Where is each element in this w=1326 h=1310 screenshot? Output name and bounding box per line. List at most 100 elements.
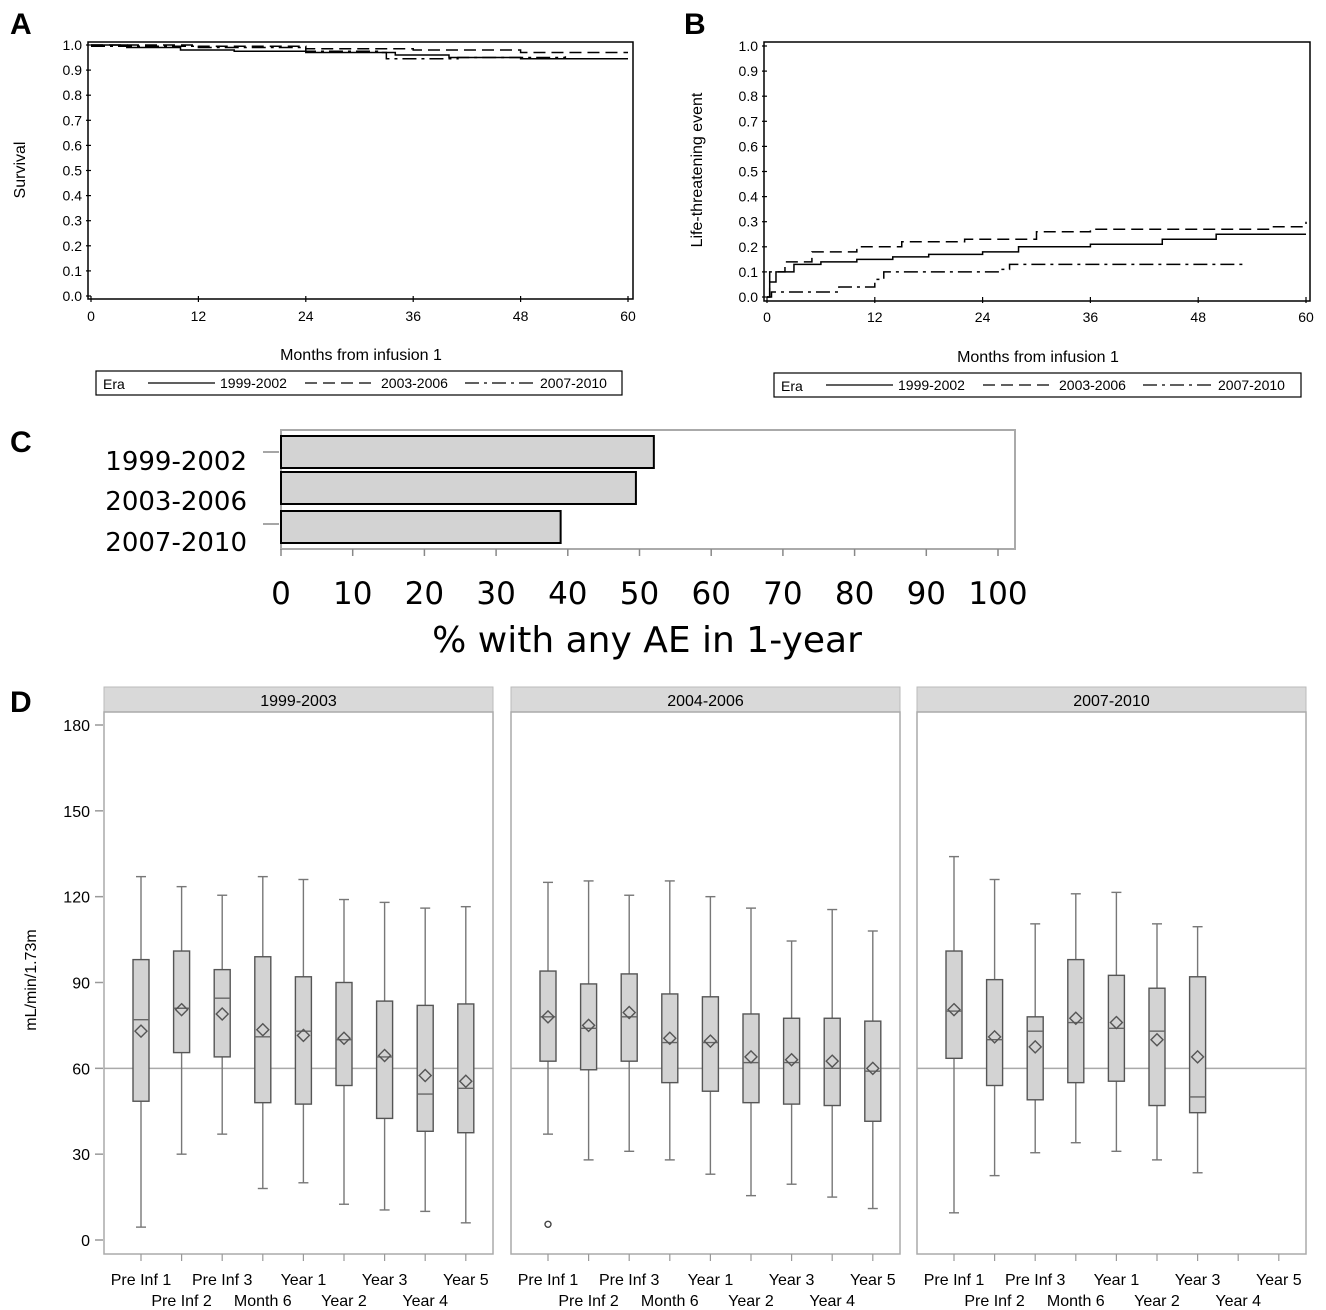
panel-d-box bbox=[742, 1013, 760, 1104]
panel-d-facet-strip bbox=[916, 686, 1307, 713]
panel-d-box bbox=[620, 973, 638, 1062]
panel-b-y-tick-label: 0.4 bbox=[739, 189, 759, 205]
panel-b-y-tick-label: 0.0 bbox=[739, 289, 759, 305]
panel-d-mean-marker bbox=[1028, 1039, 1043, 1054]
panel-d-x-tick-label: Year 2 bbox=[321, 1293, 367, 1310]
panel-a-x-tick-label: 60 bbox=[620, 308, 636, 324]
panel-d-box bbox=[335, 981, 353, 1087]
panel-b-y-tick-label: 0.8 bbox=[739, 88, 759, 104]
panel-d-facet-frame bbox=[916, 711, 1307, 1255]
panel-d-x-tick-label: Pre Inf 1 bbox=[518, 1272, 579, 1289]
panel-b-legend: Era 1999-2002 2003-2006 2007-2010 bbox=[773, 372, 1302, 398]
panel-c: 1999-2002 2003-2006 2007-2010 0 10 20 30 40 50 60… bbox=[105, 429, 1028, 661]
panel-d-facet-title: 1999-2003 bbox=[260, 693, 337, 710]
panel-a-y-tick-label: 0.8 bbox=[63, 87, 83, 103]
panel-d-facet: 2007-2010 Pre Inf 1 Pre Inf 2 Pre Inf 3 Mont… bbox=[916, 686, 1307, 1310]
panel-c-x-tick-label: 0 bbox=[271, 576, 291, 612]
panel-d-x-tick-label: Year 2 bbox=[1134, 1293, 1180, 1310]
panel-d-mean-marker bbox=[825, 1054, 840, 1069]
panel-d-mean-marker bbox=[662, 1031, 677, 1046]
panel-d-box bbox=[416, 1004, 434, 1132]
panel-c-x-tick-label: 10 bbox=[333, 576, 372, 612]
panel-d-box bbox=[172, 950, 191, 1054]
panel-d-mean-marker bbox=[703, 1034, 718, 1049]
panel-d-mean-marker bbox=[215, 1006, 230, 1021]
panel-d-mean-marker bbox=[1109, 1015, 1124, 1030]
panel-b-x-tick-label: 36 bbox=[1083, 309, 1099, 325]
panel-c-x-tick-label: 20 bbox=[405, 576, 444, 612]
panel-c-x-tick-label: 40 bbox=[548, 576, 587, 612]
panel-b-series-2003-2006-line bbox=[767, 221, 1307, 298]
panel-b-legend-label-3: 2007-2010 bbox=[1218, 377, 1285, 393]
panel-d-y-tick-label: 60 bbox=[72, 1061, 90, 1078]
panel-d-mean-marker bbox=[947, 1002, 961, 1017]
panel-d-y-tick-label: 30 bbox=[72, 1147, 90, 1164]
panel-a-legend-title: Era bbox=[103, 376, 125, 392]
panel-d-mean-marker bbox=[418, 1068, 433, 1083]
panel-a-y-tick-label: 0.9 bbox=[63, 62, 83, 78]
panel-d-box bbox=[294, 976, 313, 1105]
panel-b-legend-label-1: 1999-2002 bbox=[898, 377, 965, 393]
panel-d-outlier bbox=[544, 1220, 552, 1228]
panel-b-legend-label-2: 2003-2006 bbox=[1059, 377, 1126, 393]
panel-d-box bbox=[375, 1000, 394, 1120]
panel-d-y-tick-label: 0 bbox=[81, 1233, 90, 1250]
panel-c-x-tick-label: 90 bbox=[907, 576, 946, 612]
panel-a-y-tick-label: 0.7 bbox=[63, 112, 83, 128]
panel-d-mean-marker bbox=[622, 1005, 637, 1020]
panel-d-box bbox=[661, 993, 679, 1084]
panel-d-x-tick-label: Year 5 bbox=[1256, 1272, 1302, 1289]
panel-d-mean-marker bbox=[987, 1029, 1002, 1044]
panel-b-x-tick-label: 60 bbox=[1298, 309, 1314, 325]
panel-b-y-tick-label: 0.2 bbox=[739, 239, 759, 255]
panel-d-x-tick-label: Pre Inf 2 bbox=[558, 1293, 619, 1310]
panel-b-y-tick-label: 0.3 bbox=[739, 214, 759, 230]
panel-b-y-tick-label: 0.9 bbox=[739, 63, 759, 79]
panel-d-facet-frame bbox=[510, 711, 901, 1255]
panel-d-x-tick-label: Year 3 bbox=[362, 1272, 408, 1289]
panel-c-bar bbox=[280, 435, 655, 469]
panel-b-x-tick-label: 0 bbox=[763, 309, 771, 325]
panel-c-x-axis-label: % with any AE in 1-year bbox=[432, 620, 862, 661]
panel-label-c: C bbox=[10, 426, 32, 459]
panel-d-x-tick-label: Year 1 bbox=[281, 1272, 327, 1289]
panel-d-mean-marker bbox=[784, 1052, 799, 1067]
panel-d-x-tick-label: Month 6 bbox=[234, 1293, 292, 1310]
panel-d: 0 30 60 90 120 150 180 1999-2003 Pre Inf 1 Pre I… bbox=[23, 686, 1307, 1310]
panel-d-facet-strip bbox=[510, 686, 901, 713]
panel-d-x-tick-label: Year 4 bbox=[402, 1293, 448, 1310]
panel-d-x-tick-label: Year 1 bbox=[688, 1272, 734, 1289]
panel-c-bar bbox=[280, 471, 637, 505]
panel-a-legend-label-3: 2007-2010 bbox=[540, 375, 607, 391]
panel-b-x-tick-label: 12 bbox=[867, 309, 883, 325]
panel-d-x-tick-label: Pre Inf 1 bbox=[924, 1272, 985, 1289]
panel-d-x-tick-label: Year 1 bbox=[1094, 1272, 1140, 1289]
panel-d-mean-marker bbox=[1150, 1032, 1164, 1047]
panel-d-box bbox=[457, 1003, 475, 1134]
panel-a-y-axis-label: Survival bbox=[12, 142, 29, 199]
panel-d-box bbox=[1188, 976, 1207, 1114]
panel-d-mean-marker bbox=[337, 1031, 351, 1046]
panel-d-box bbox=[579, 983, 598, 1071]
panel-d-x-tick-label: Pre Inf 2 bbox=[151, 1293, 212, 1310]
panel-a-y-tick-label: 0.4 bbox=[63, 188, 83, 204]
panel-d-box bbox=[701, 996, 720, 1092]
panel-b-x-tick-label: 48 bbox=[1190, 309, 1206, 325]
panel-a-y-tick-label: 1.0 bbox=[63, 37, 83, 53]
panel-c-x-tick-label: 70 bbox=[763, 576, 802, 612]
panel-b-y-tick-label: 0.5 bbox=[739, 164, 759, 180]
panel-d-x-tick-label: Year 5 bbox=[443, 1272, 489, 1289]
panel-d-mean-marker bbox=[174, 1002, 189, 1017]
panel-c-category-label: 2003-2006 bbox=[105, 487, 247, 517]
panel-d-mean-marker bbox=[744, 1049, 758, 1064]
panel-b-y-tick-label: 1.0 bbox=[739, 38, 759, 54]
panel-c-x-tick-label: 30 bbox=[476, 576, 515, 612]
panel-a-x-tick-label: 0 bbox=[87, 308, 95, 324]
panel-d-facet-strip bbox=[103, 686, 494, 713]
panel-c-x-tick-label: 100 bbox=[968, 576, 1027, 612]
panel-d-box bbox=[782, 1017, 801, 1105]
panel-d-y-tick-label: 90 bbox=[72, 976, 90, 993]
panel-d-facet-frame bbox=[103, 711, 494, 1255]
panel-a-x-axis-label: Months from infusion 1 bbox=[280, 347, 442, 364]
panel-d-mean-marker bbox=[865, 1061, 880, 1076]
